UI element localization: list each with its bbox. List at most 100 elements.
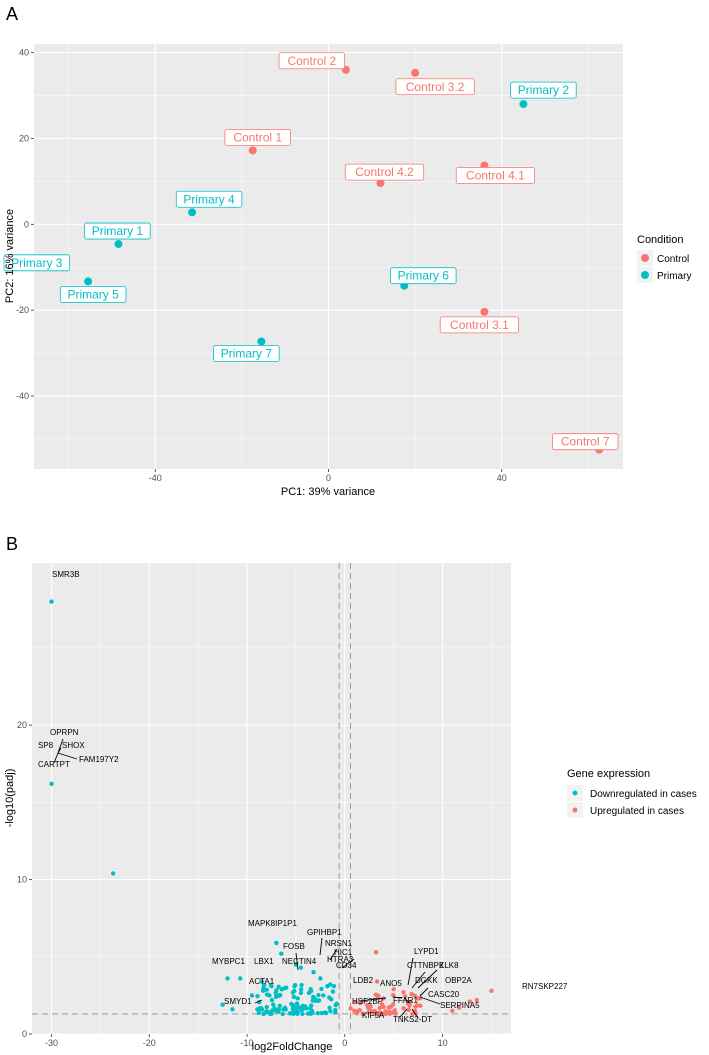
volcano-cluster-point (366, 1005, 371, 1010)
volcano-label-leader (411, 1008, 419, 1019)
volcano-gene-label: SMR3B (52, 570, 80, 579)
volcano-label-leader (419, 996, 441, 1005)
pca-x-tick-label: 40 (497, 473, 507, 483)
pca-point-label: Control 3.1 (439, 316, 520, 334)
volcano-label-leader (329, 948, 338, 961)
volcano-point (230, 1007, 235, 1012)
pca-point-label: Primary 5 (59, 285, 127, 303)
pca-point-label: Primary 6 (390, 267, 457, 285)
volcano-label-leader (359, 997, 387, 1002)
volcano-cluster-point (401, 1006, 406, 1011)
volcano-y-tick-label: 0 (22, 1029, 27, 1039)
volcano-point (401, 990, 406, 995)
volcano-gene-label: CASC20 (428, 990, 460, 999)
volcano-cluster-point (308, 1006, 313, 1011)
volcano-point (283, 985, 289, 990)
volcano-cluster-point (366, 1010, 371, 1015)
volcano-x-axis-title: log2FoldChange (252, 1041, 333, 1053)
pca-point-label-text: Control 4.2 (355, 165, 414, 179)
pca-y-tick-label: -40 (16, 391, 29, 401)
volcano-point (321, 993, 326, 998)
pca-point-label-box (84, 222, 151, 240)
pca-y-tick-label: 40 (19, 48, 29, 58)
pca-point (411, 68, 420, 77)
volcano-cluster-point (300, 1011, 305, 1017)
volcano-point (391, 987, 396, 992)
volcano-y-tick-label: 20 (17, 720, 27, 730)
volcano-label-leader (407, 957, 414, 986)
volcano-gene-label: HTRA3 (327, 955, 354, 964)
pca-point-label: Primary 3 (3, 254, 71, 272)
volcano-gene-label: KLK8 (439, 961, 459, 970)
volcano-cluster-point (298, 990, 304, 996)
pca-point-label-text: Primary 5 (67, 287, 119, 301)
volcano-cluster-point (277, 1003, 282, 1009)
pca-x-tick-label: -40 (149, 473, 162, 483)
volcano-cluster-point (348, 1006, 353, 1011)
volcano-point (49, 599, 54, 604)
volcano-point (467, 999, 473, 1004)
volcano-cluster-point (316, 992, 321, 998)
volcano-cluster-point (330, 989, 336, 994)
volcano-label-leader (399, 1008, 408, 1018)
volcano-point (259, 979, 264, 984)
pca-point-label-text: Control 4.1 (466, 168, 525, 182)
pca-point-label-box (278, 52, 346, 70)
pca-point-label-box (551, 433, 619, 451)
volcano-cluster-point (333, 1007, 338, 1013)
volcano-point (308, 987, 313, 992)
volcano-cluster-point (261, 1011, 266, 1016)
volcano-cluster-point (354, 1009, 360, 1014)
volcano-point (269, 983, 274, 989)
volcano-gene-label: GPIHBP1 (307, 928, 342, 937)
volcano-points (49, 599, 494, 1014)
volcano-cluster-point (292, 982, 298, 988)
volcano-cluster-point (264, 987, 269, 992)
volcano-cluster-point (390, 1002, 396, 1007)
volcano-grid (32, 563, 511, 1035)
volcano-label-leader (419, 987, 429, 997)
volcano-label-leader (53, 752, 59, 764)
pca-point-label-box (344, 163, 425, 181)
volcano-cluster-point (358, 1000, 363, 1006)
volcano-cluster-point (264, 1004, 269, 1010)
volcano-cluster-point (392, 1008, 398, 1013)
volcano-cluster-point (294, 1001, 300, 1006)
volcano-y-axis-title: -log10(padj) (4, 769, 16, 828)
pca-point-label: Control 1 (224, 129, 291, 146)
volcano-cluster-point (291, 994, 297, 1000)
volcano-legend-up-marker (572, 807, 578, 813)
volcano-cluster-point (379, 1001, 385, 1007)
volcano-cluster-point (261, 982, 267, 988)
volcano-point (274, 940, 279, 946)
pca-point (519, 100, 528, 109)
volcano-point (456, 1005, 462, 1010)
volcano-cluster-point (373, 992, 378, 997)
volcano-cluster-point (276, 984, 281, 990)
volcano-gene-labels: SMR3B OPRPN SP8 SHOX CARTPT FAM197Y2 MAPK8IP1P… (38, 570, 568, 1024)
volcano-label-leader (411, 971, 426, 989)
volcano-point (318, 976, 323, 981)
volcano-cluster-point (273, 990, 278, 996)
volcano-cluster-point (409, 991, 414, 997)
pca-point-label-box (224, 129, 291, 146)
volcano-x-tick-label: -10 (241, 1038, 254, 1048)
volcano-cluster-point (403, 994, 408, 999)
volcano-gene-label: SERPINA5 (440, 1001, 480, 1010)
volcano-gene-label: DGKK (415, 976, 438, 985)
volcano-cluster-point (298, 987, 304, 992)
volcano-gene-label: NECTIN4 (282, 957, 317, 966)
pca-point-label: Control 4.1 (455, 167, 536, 184)
volcano-cluster-point (327, 1005, 332, 1011)
pca-point (114, 240, 123, 249)
pca-point-label-box (175, 190, 243, 208)
volcano-cluster-point (268, 1011, 273, 1017)
volcano-cluster-point (412, 993, 418, 998)
pca-legend-primary-label: Primary (657, 271, 691, 282)
volcano-y-tick-label: 10 (17, 875, 27, 885)
volcano-point (415, 996, 421, 1001)
volcano-cluster-point (333, 1002, 338, 1008)
volcano-gene-label: CTTNBP2 (407, 961, 444, 970)
volcano-x-tick-label: -30 (45, 1038, 58, 1048)
